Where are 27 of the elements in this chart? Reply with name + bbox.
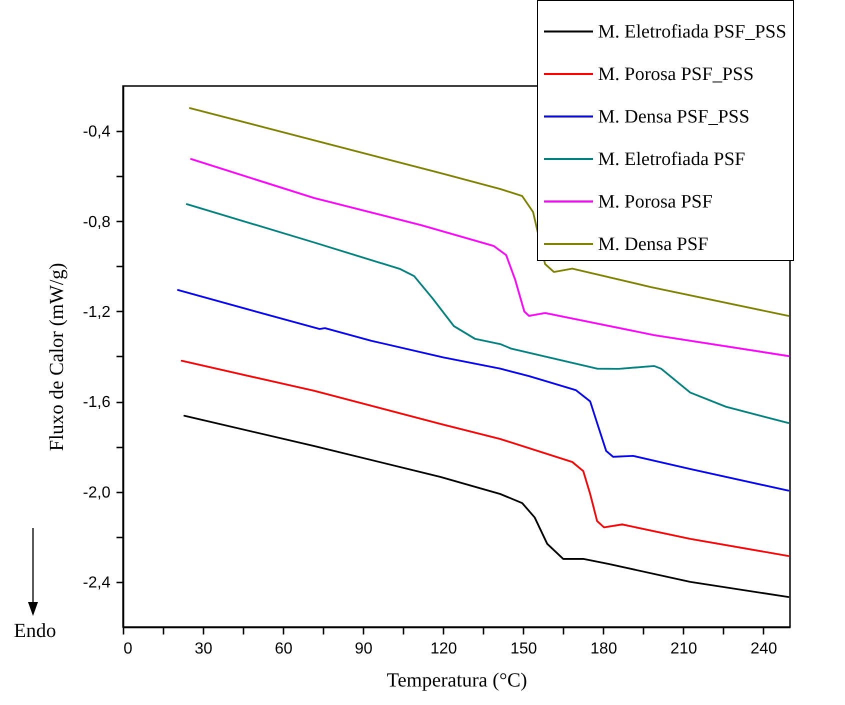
x-tick-label: 120	[430, 640, 458, 658]
x-tick-label: 150	[510, 640, 538, 658]
x-tick-label: 240	[750, 640, 778, 658]
legend-label: M. Porosa PSF	[598, 192, 713, 212]
x-tick-label: 60	[274, 640, 293, 658]
y-tick-label: -0,4	[82, 124, 111, 141]
legend-label: M. Porosa PSF_PSS	[598, 64, 754, 85]
x-tick-label: 0	[124, 640, 132, 658]
x-tick-label: 30	[194, 640, 213, 658]
y-tick-label: -1,6	[82, 394, 111, 412]
y-tick-label: -1,2	[82, 304, 111, 321]
x-tick-label: 90	[354, 640, 373, 658]
legend-label: M. Densa PSF_PSS	[598, 106, 750, 128]
y-tick-label: -2,4	[82, 574, 111, 592]
x-tick-label: 210	[670, 640, 698, 658]
line-series	[177, 289, 790, 492]
y-tick-label: -2,0	[82, 484, 111, 502]
legend-label: M. Eletrofiada PSF	[598, 149, 746, 170]
legend-label: M. Densa PSF	[598, 234, 708, 255]
line-series	[189, 107, 790, 317]
y-axis-title: Fluxo de Calor (mW/g)	[46, 262, 68, 452]
x-tick-label: 180	[590, 640, 618, 658]
text: Endo	[12, 620, 58, 643]
legend-label: M. Eletrofiada PSF_PSS	[598, 22, 786, 42]
line-series	[180, 360, 790, 557]
y-tick-label: -0,8	[82, 214, 111, 231]
x-axis-title: Temperatura (°C)	[386, 670, 528, 692]
